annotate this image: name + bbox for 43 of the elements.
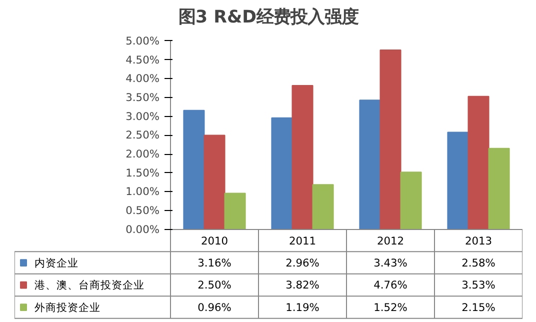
data-label: 2.50% (198, 278, 232, 292)
y-tick-label: 4.50% (126, 53, 160, 66)
data-label: 1.52% (374, 300, 408, 314)
bar (488, 148, 510, 230)
legend-label: 外商投资企业 (34, 300, 100, 314)
y-tick-label: 3.50% (126, 91, 160, 104)
data-label: 2.58% (462, 256, 496, 270)
y-tick-label: 2.50% (126, 128, 160, 142)
y-tick-label: 5.00% (126, 34, 160, 48)
data-label: 3.43% (374, 256, 408, 270)
x-tick-label: 2011 (288, 234, 316, 248)
y-tick-label: 0.50% (126, 204, 160, 218)
data-label: 2.15% (462, 300, 496, 314)
data-label: 4.76% (374, 278, 408, 292)
data-label: 0.96% (198, 300, 232, 314)
bar (224, 192, 246, 230)
data-label: 2.96% (286, 256, 320, 270)
chart-title: 图3 R&D经费投入强度 (178, 8, 358, 28)
bar (400, 172, 422, 230)
y-tick-label: 0.00% (126, 222, 160, 236)
data-label: 1.19% (286, 300, 320, 314)
data-label: 3.82% (286, 278, 320, 292)
bar (447, 132, 469, 230)
bar (204, 134, 226, 230)
bar (292, 84, 314, 230)
y-tick-label: 4.00% (126, 72, 160, 86)
bar (312, 184, 334, 230)
bar (380, 50, 402, 230)
bar (359, 100, 381, 230)
legend-label: 内资企业 (34, 256, 78, 270)
bar (468, 96, 490, 230)
y-tick-label: 1.50% (126, 166, 160, 180)
legend-label: 港、澳、台商投资企业 (34, 278, 144, 292)
y-tick-label: 2.00% (126, 148, 160, 161)
y-tick-label: 1.00% (126, 185, 160, 198)
x-tick-label: 2012 (376, 234, 404, 248)
x-tick-label: 2010 (200, 234, 228, 248)
x-tick-label: 2013 (464, 234, 492, 248)
data-label: 3.53% (462, 278, 496, 292)
y-tick-label: 3.00% (126, 110, 160, 123)
data-label: 3.16% (198, 256, 232, 270)
bar (271, 117, 293, 230)
bar (183, 110, 205, 230)
